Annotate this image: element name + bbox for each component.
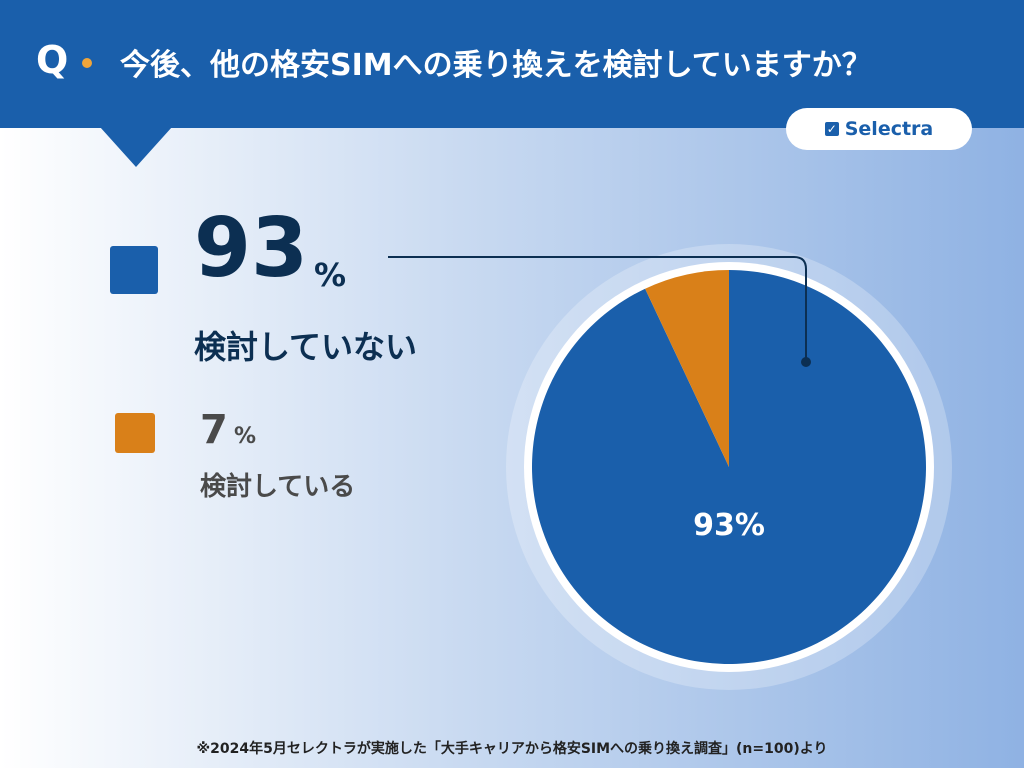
- question-title: 今後、他の格安SIMへの乗り換えを検討していますか？: [120, 48, 872, 83]
- footnote: ※2024年5月セレクトラが実施した「大手キャリアから格安SIMへの乗り換え調査…: [196, 741, 828, 757]
- checkbox-icon: ✓: [824, 122, 839, 136]
- question-q-label: Q: [36, 38, 70, 82]
- legend-percent-not-considering: 93: [194, 201, 309, 296]
- legend-percent-sign-considering: %: [234, 424, 257, 449]
- header-banner: Q 今後、他の格安SIMへの乗り換えを検討していますか？: [0, 0, 1024, 128]
- legend-swatch-considering: [115, 413, 155, 453]
- legend-label-not-considering: 検討していない: [194, 328, 418, 366]
- question-dot: [82, 58, 92, 68]
- brand-name: Selectra: [844, 118, 934, 140]
- legend-label-considering: 検討している: [200, 472, 356, 502]
- slice-label-not-considering: 93%: [693, 508, 765, 543]
- pie-slice-considering: [645, 270, 729, 467]
- brand-badge: ✓ Selectra: [786, 108, 972, 150]
- leader-line: [388, 256, 807, 362]
- pie-slice-not-considering: [531, 270, 926, 665]
- legend-swatch-not-considering: [110, 246, 158, 294]
- header-pointer: [100, 127, 172, 167]
- legend-percent-sign-not-considering: %: [314, 256, 347, 294]
- leader-dot: [801, 357, 811, 367]
- legend-percent-considering: 7: [200, 407, 228, 453]
